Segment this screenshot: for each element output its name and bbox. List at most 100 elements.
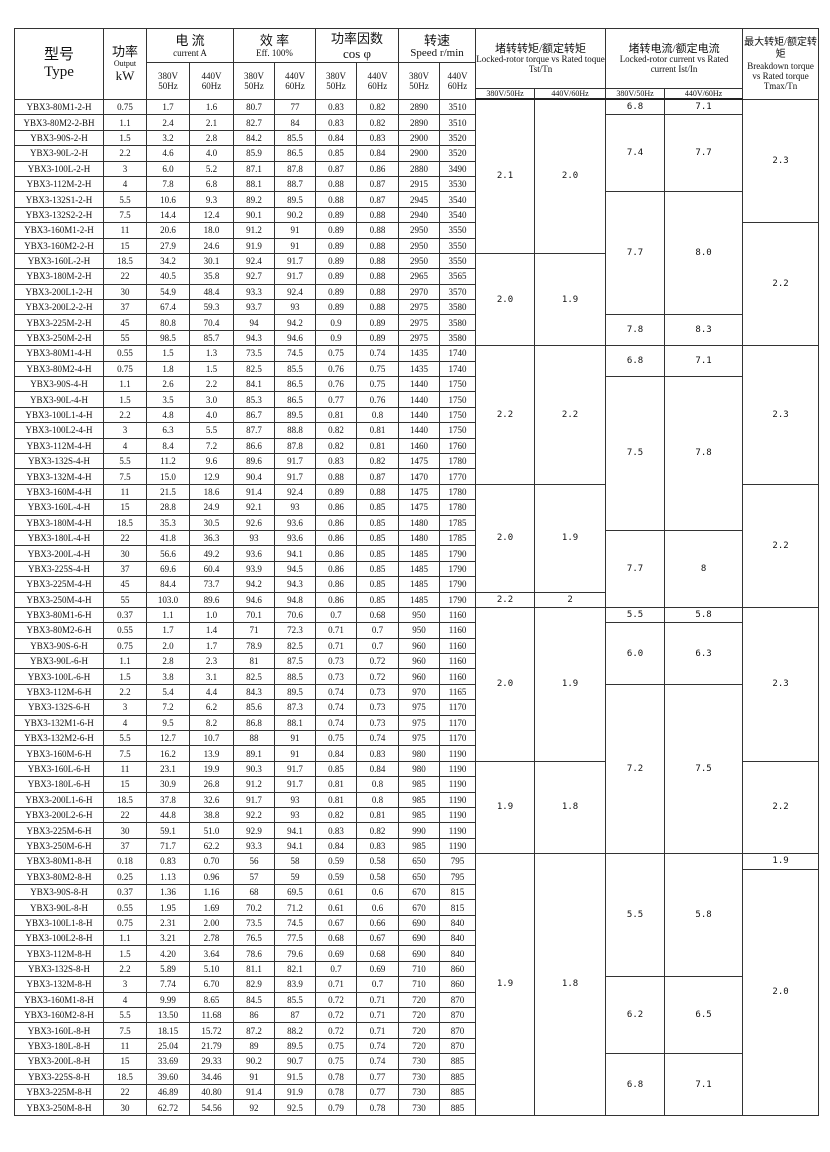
speed-440-cell: 870 bbox=[439, 1022, 477, 1039]
eff-380-cell: 88.1 bbox=[233, 175, 275, 193]
speed-380-cell: 950 bbox=[398, 606, 441, 624]
current-380-cell: 15.0 bbox=[146, 468, 190, 485]
model-cell: YBX3-90S-6-H bbox=[14, 637, 104, 655]
speed-380-cell: 720 bbox=[398, 1037, 441, 1055]
current-440-cell: 0.96 bbox=[189, 868, 234, 885]
speed-380-cell: 730 bbox=[398, 1068, 441, 1086]
power-cell: 7.5 bbox=[103, 468, 147, 485]
speed-380-cell: 720 bbox=[398, 991, 441, 1009]
model-cell: YBX3-132M2-6-H bbox=[14, 730, 104, 747]
eff-440-cell: 91 bbox=[273, 237, 317, 254]
model-cell: YBX3-90S-2-H bbox=[14, 129, 104, 147]
current-440-cell: 0.70 bbox=[189, 853, 234, 870]
pf-380-cell: 0.85 bbox=[315, 145, 358, 162]
current-380-cell: 3.8 bbox=[146, 668, 190, 685]
speed-440-cell: 1780 bbox=[439, 499, 477, 516]
pf-380-cell: 0.76 bbox=[315, 376, 358, 393]
table-row: YBX3-160L-8-H 7.5 18.15 15.72 87.2 88.2 0.72 0.… bbox=[14, 1022, 819, 1039]
current-380-cell: 1.95 bbox=[146, 899, 190, 916]
power-cell: 37 bbox=[103, 299, 147, 316]
header-breakdown-torque: 最大转矩/额定转矩 Breakdown torque vs Rated torqu… bbox=[742, 28, 820, 100]
current-380-cell: 6.8 bbox=[605, 98, 666, 116]
power-cell: 22 bbox=[103, 806, 147, 824]
current-440-cell: 1.4 bbox=[189, 622, 234, 639]
table-row: YBX3-80M2-8-H 0.25 1.13 0.96 57 59 0.59 0.58 650… bbox=[14, 868, 820, 1116]
speed-380-cell: 720 bbox=[398, 1022, 441, 1039]
power-cell: 5.5 bbox=[103, 191, 147, 208]
model-cell: YBX3-100L2-8-H bbox=[14, 930, 104, 947]
pf-440-cell: 0.7 bbox=[356, 637, 400, 655]
pf-380-cell: 0.83 bbox=[315, 114, 358, 131]
eff-440-cell: 77.5 bbox=[273, 930, 317, 947]
model-cell: YBX3-100L1-4-H bbox=[14, 406, 104, 424]
header-speed: 转速 Speed r/min bbox=[398, 28, 477, 63]
speed-440-cell: 870 bbox=[439, 991, 477, 1009]
tmax-cell: 2.3 bbox=[742, 606, 820, 762]
pf-380-cell: 0.81 bbox=[315, 406, 358, 424]
eff-380-cell: 93.9 bbox=[233, 560, 275, 578]
eff-380-cell: 89.6 bbox=[233, 452, 275, 470]
pf-440-cell: 0.68 bbox=[356, 945, 400, 962]
header-current: 电 流 current A bbox=[146, 28, 234, 63]
eff-440-cell: 94.6 bbox=[273, 329, 317, 347]
eff-380-cell: 85.9 bbox=[233, 145, 275, 162]
model-cell: YBX3-160M1-2-H bbox=[14, 222, 104, 239]
speed-440-cell: 795 bbox=[439, 853, 477, 870]
current-440-cell: 38.8 bbox=[189, 806, 234, 824]
eff-440-cell: 86.5 bbox=[273, 145, 317, 162]
model-cell: YBX3-132S-8-H bbox=[14, 960, 104, 978]
speed-380-cell: 2945 bbox=[398, 191, 441, 208]
current-380-cell: 12.7 bbox=[146, 730, 190, 747]
speed-380-cell: 2890 bbox=[398, 114, 441, 131]
model-cell: YBX3-80M2-6-H bbox=[14, 622, 104, 639]
speed-440-cell: 885 bbox=[439, 1068, 477, 1086]
speed-440-cell: 815 bbox=[439, 883, 477, 901]
power-cell: 2.2 bbox=[103, 683, 147, 701]
speed-440-cell: 860 bbox=[439, 976, 477, 993]
speed-cn: 转速 bbox=[424, 33, 451, 48]
pf-440-cell: 0.8 bbox=[356, 406, 400, 424]
pf-440-cell: 0.6 bbox=[356, 883, 400, 901]
pf-440-cell: 0.85 bbox=[356, 514, 400, 531]
power-unit: kW bbox=[115, 68, 135, 84]
speed-440-cell: 3520 bbox=[439, 145, 477, 162]
model-cell: YBX3-132M1-6-H bbox=[14, 714, 104, 732]
current-440-cell: 7.8 bbox=[664, 376, 744, 531]
current-380-cell: 14.4 bbox=[146, 206, 190, 224]
speed-440-cell: 3530 bbox=[439, 175, 477, 193]
speed-440-cell: 3540 bbox=[439, 191, 477, 208]
current-440-cell: 5.2 bbox=[189, 160, 234, 177]
eff-380-cell: 56 bbox=[233, 853, 275, 870]
power-cell: 3 bbox=[103, 160, 147, 177]
torque-380-cell: 1.9 bbox=[475, 760, 536, 855]
eff-380-cell: 82.7 bbox=[233, 114, 275, 131]
lrc-en: Locked-rotor current vs Rated current Is… bbox=[619, 53, 729, 74]
current-440-cell: 5.10 bbox=[189, 960, 234, 978]
speed-380-cell: 1485 bbox=[398, 576, 441, 593]
torque-440-cell: 2.2 bbox=[534, 345, 607, 485]
table-row: YBX3-80M2-4-H 0.75 1.8 1.5 82.5 85.5 0.76 0.75 1… bbox=[14, 360, 819, 378]
power-cell: 37 bbox=[103, 837, 147, 855]
eff-380-cell: 93.3 bbox=[233, 837, 275, 855]
speed-440-cell: 1190 bbox=[439, 745, 477, 762]
speed-440-cell: 885 bbox=[439, 1053, 477, 1070]
pf-380-cell: 0.75 bbox=[315, 345, 358, 362]
lrc-cn: 堵转电流/额定电流 bbox=[628, 42, 720, 55]
current-380-cell: 7.4 bbox=[605, 114, 666, 193]
type-en: Type bbox=[44, 63, 74, 80]
speed-380-cell: 2880 bbox=[398, 160, 441, 177]
model-cell: YBX3-132S1-2-H bbox=[14, 191, 104, 208]
speed-440-cell: 1160 bbox=[439, 653, 477, 670]
speed-380-cell: 710 bbox=[398, 960, 441, 978]
eff-380-cell: 68 bbox=[233, 883, 275, 901]
table-row: YBX3-160M-4-H 11 21.5 18.6 91.4 92.4 0.89 0.88 1… bbox=[14, 483, 820, 608]
pf-380-cell: 0.61 bbox=[315, 883, 358, 901]
power-cell: 0.37 bbox=[103, 606, 147, 624]
current-380-cell: 1.7 bbox=[146, 622, 190, 639]
speed-380-cell: 2940 bbox=[398, 206, 441, 224]
eff-380-cell: 94.6 bbox=[233, 591, 275, 608]
model-cell: YBX3-112M-2-H bbox=[14, 175, 104, 193]
eff-440-cell: 88.2 bbox=[273, 1022, 317, 1039]
speed-380-cell: 1460 bbox=[398, 437, 441, 454]
table-row: YBX3-225M-8-H 22 46.89 40.80 91.4 91.9 0.78 0.7… bbox=[14, 1083, 819, 1101]
